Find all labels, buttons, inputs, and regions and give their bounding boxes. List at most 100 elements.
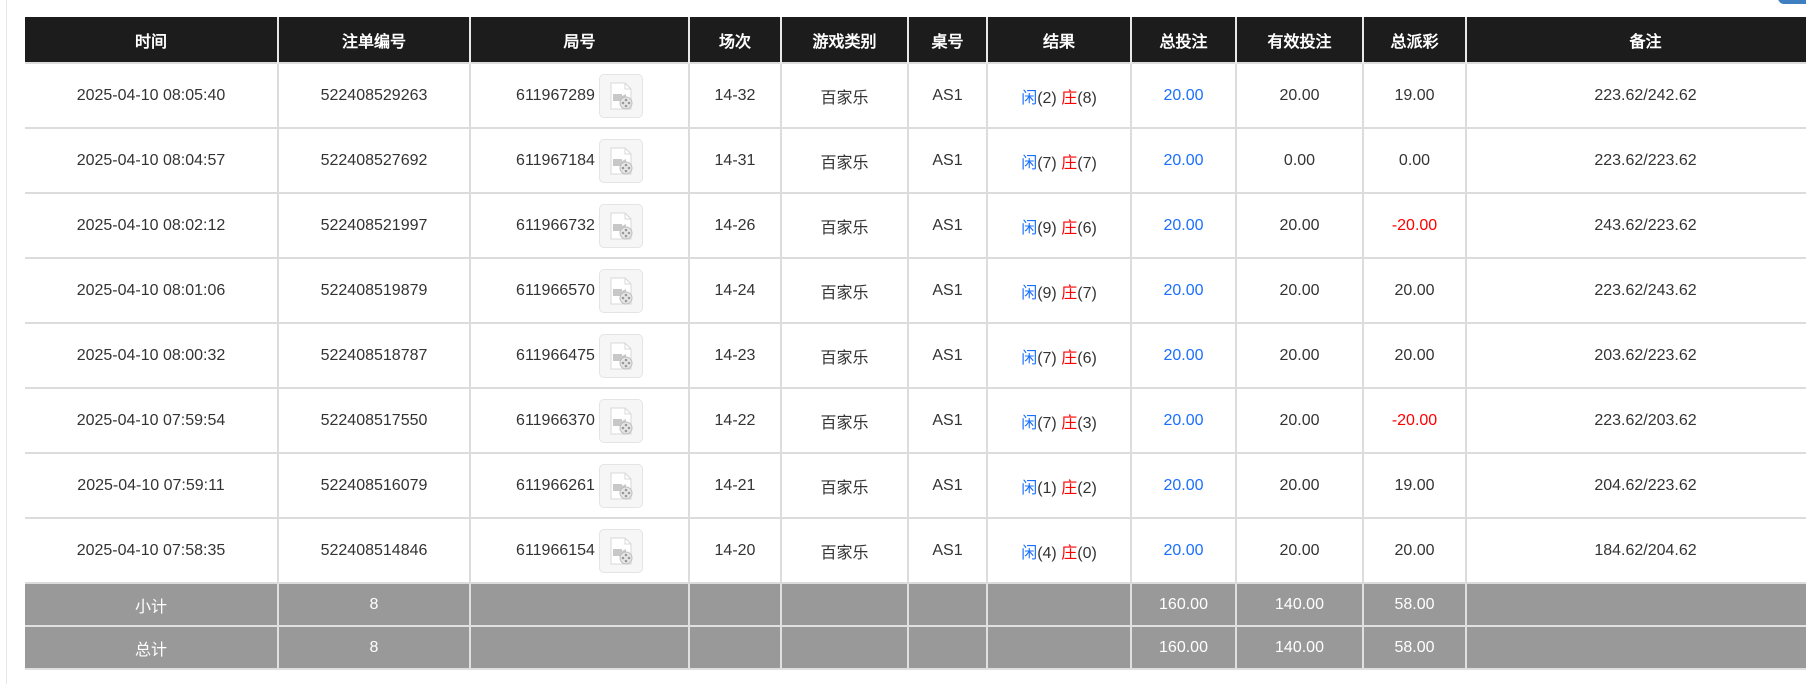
cell-valid-bet: 0.00: [1235, 127, 1364, 194]
cell-total-bet: 20.00: [1130, 257, 1237, 324]
table-row: 2025-04-10 08:01:06 522408519879 6119665…: [25, 257, 1806, 324]
round-number: 611966570: [516, 281, 595, 299]
cell-total-bet: 20.00: [1130, 517, 1237, 584]
cell-result: 闲(7) 庄(3): [986, 387, 1132, 454]
summary-empty: [986, 582, 1132, 627]
summary-label: 小计: [25, 582, 279, 627]
cell-round: 611966154: [469, 517, 690, 584]
summary-payout: 58.00: [1362, 625, 1467, 670]
banker-label: 庄: [1061, 154, 1078, 172]
cell-game-type: 百家乐: [780, 127, 909, 194]
page-left-border: [6, 0, 7, 684]
summary-empty: [780, 625, 909, 670]
summary-empty: [1465, 582, 1806, 627]
player-score: (7): [1037, 414, 1057, 432]
banker-label: 庄: [1061, 479, 1078, 497]
cell-table-no: AS1: [907, 387, 988, 454]
cell-payout: 20.00: [1362, 322, 1467, 389]
video-replay-icon[interactable]: [598, 528, 643, 573]
cell-result: 闲(1) 庄(2): [986, 452, 1132, 519]
cell-valid-bet: 20.00: [1235, 192, 1364, 259]
cell-valid-bet: 20.00: [1235, 257, 1364, 324]
video-replay-icon[interactable]: [598, 138, 643, 183]
round-number: 611967289: [516, 86, 595, 104]
column-header: 场次: [688, 17, 782, 63]
cell-total-bet: 20.00: [1130, 62, 1237, 129]
cell-time: 2025-04-10 08:02:12: [25, 192, 279, 259]
player-label: 闲: [1021, 414, 1038, 432]
cell-time: 2025-04-10 07:58:35: [25, 517, 279, 584]
cell-note: 223.62/223.62: [1465, 127, 1806, 194]
cell-session: 14-23: [688, 322, 782, 389]
summary-row: 小计 8 160.00 140.00 58.00: [25, 582, 1806, 627]
cell-bet-id: 522408514846: [277, 517, 471, 584]
player-label: 闲: [1021, 284, 1038, 302]
round-number: 611966154: [516, 541, 595, 559]
summary-count: 8: [277, 625, 471, 670]
corner-button[interactable]: [1778, 0, 1806, 4]
cell-session: 14-24: [688, 257, 782, 324]
banker-label: 庄: [1061, 349, 1078, 367]
cell-note: 184.62/204.62: [1465, 517, 1806, 584]
round-number: 611966475: [516, 346, 595, 364]
cell-round: 611966261: [469, 452, 690, 519]
banker-score: (2): [1077, 479, 1097, 497]
video-replay-icon[interactable]: [598, 73, 643, 118]
column-header: 注单编号: [277, 17, 471, 63]
cell-payout: 20.00: [1362, 257, 1467, 324]
summary-total-bet: 160.00: [1130, 582, 1237, 627]
banker-score: (6): [1077, 349, 1097, 367]
cell-payout: 0.00: [1362, 127, 1467, 194]
column-header: 结果: [986, 17, 1132, 63]
column-header: 有效投注: [1235, 17, 1364, 63]
video-replay-icon[interactable]: [598, 203, 643, 248]
cell-round: 611967289: [469, 62, 690, 129]
cell-result: 闲(2) 庄(8): [986, 62, 1132, 129]
video-replay-icon[interactable]: [598, 333, 643, 378]
cell-game-type: 百家乐: [780, 387, 909, 454]
banker-score: (7): [1077, 154, 1097, 172]
cell-session: 14-21: [688, 452, 782, 519]
summary-empty: [1465, 625, 1806, 670]
summary-empty: [688, 625, 782, 670]
round-number: 611967184: [516, 151, 595, 169]
cell-payout: 19.00: [1362, 452, 1467, 519]
video-replay-icon[interactable]: [598, 268, 643, 313]
cell-result: 闲(7) 庄(6): [986, 322, 1132, 389]
cell-total-bet: 20.00: [1130, 322, 1237, 389]
table-row: 2025-04-10 08:02:12 522408521997 6119667…: [25, 192, 1806, 259]
summary-valid-bet: 140.00: [1235, 582, 1364, 627]
cell-session: 14-20: [688, 517, 782, 584]
player-score: (1): [1037, 479, 1057, 497]
cell-session: 14-32: [688, 62, 782, 129]
cell-bet-id: 522408527692: [277, 127, 471, 194]
table-row: 2025-04-10 08:04:57 522408527692 6119671…: [25, 127, 1806, 194]
summary-valid-bet: 140.00: [1235, 625, 1364, 670]
banker-label: 庄: [1061, 544, 1078, 562]
round-number: 611966370: [516, 411, 595, 429]
video-replay-icon[interactable]: [598, 463, 643, 508]
column-header: 备注: [1465, 17, 1806, 63]
player-score: (7): [1037, 154, 1057, 172]
cell-table-no: AS1: [907, 257, 988, 324]
column-header: 桌号: [907, 17, 988, 63]
cell-note: 223.62/242.62: [1465, 62, 1806, 129]
table-row: 2025-04-10 07:59:11 522408516079 6119662…: [25, 452, 1806, 519]
summary-total-bet: 160.00: [1130, 625, 1237, 670]
summary-label: 总计: [25, 625, 279, 670]
cell-game-type: 百家乐: [780, 517, 909, 584]
cell-payout: -20.00: [1362, 387, 1467, 454]
banker-label: 庄: [1061, 284, 1078, 302]
cell-bet-id: 522408519879: [277, 257, 471, 324]
video-replay-icon[interactable]: [598, 398, 643, 443]
cell-bet-id: 522408521997: [277, 192, 471, 259]
table-row: 2025-04-10 08:05:40 522408529263 6119672…: [25, 62, 1806, 129]
summary-empty: [688, 582, 782, 627]
round-number: 611966732: [516, 216, 595, 234]
cell-time: 2025-04-10 08:01:06: [25, 257, 279, 324]
summary-empty: [907, 625, 988, 670]
summary-row: 总计 8 160.00 140.00 58.00: [25, 625, 1806, 670]
player-score: (4): [1037, 544, 1057, 562]
banker-label: 庄: [1061, 414, 1078, 432]
cell-valid-bet: 20.00: [1235, 62, 1364, 129]
